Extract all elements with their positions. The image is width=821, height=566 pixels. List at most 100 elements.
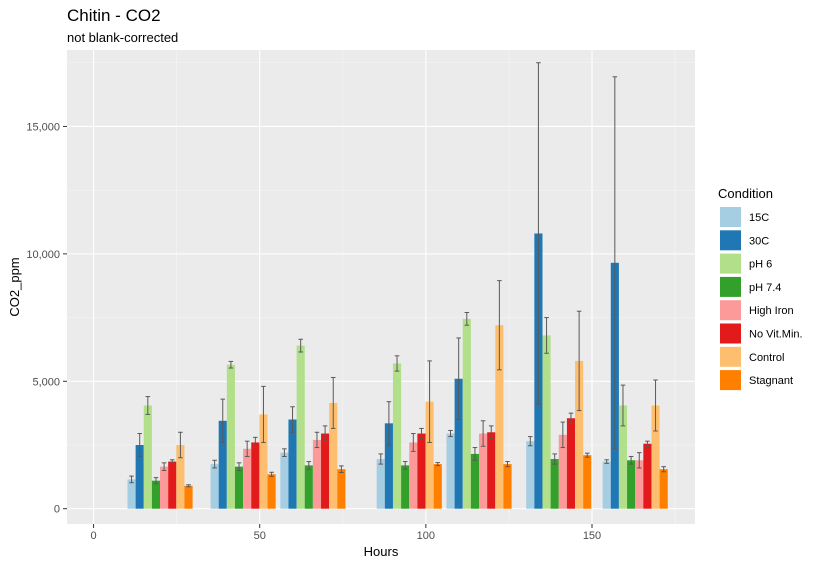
error-bar: [560, 421, 566, 449]
error-bar: [253, 436, 258, 449]
bar: [583, 455, 592, 509]
bar: [384, 423, 393, 509]
error-bar: [427, 360, 432, 443]
error-bar: [298, 338, 303, 353]
bar: [487, 432, 496, 509]
legend-key: [720, 230, 741, 251]
bar: [127, 479, 136, 509]
y-tick-label: 0: [54, 504, 60, 516]
error-bar: [322, 425, 328, 442]
error-bar: [435, 462, 441, 467]
error-bar: [552, 453, 557, 465]
error-bar: [386, 401, 392, 446]
bar: [542, 335, 551, 509]
legend-label: pH 6: [749, 259, 772, 271]
bar: [234, 466, 244, 509]
error-bar: [505, 461, 510, 468]
error-bar: [269, 471, 274, 477]
error-bar: [480, 420, 486, 447]
legend-label: Stagnant: [749, 375, 793, 387]
error-bar: [378, 453, 384, 465]
error-bar: [394, 355, 400, 372]
legend-key: [720, 253, 741, 274]
bar: [575, 360, 584, 509]
bar: [409, 442, 418, 509]
error-bar: [220, 398, 226, 443]
chart-title: Chitin - CO2: [67, 6, 161, 25]
x-tick-label: 0: [91, 530, 97, 542]
bar: [280, 452, 289, 509]
bar: [267, 474, 276, 509]
axis-ticks: 0 50 100 150 0 5,000 10,000 15,000: [26, 121, 601, 542]
bar: [635, 460, 644, 509]
bar: [643, 443, 652, 509]
error-bar: [464, 311, 470, 326]
error-bar: [145, 396, 151, 415]
error-bar: [261, 385, 266, 443]
bar: [627, 460, 636, 509]
bar: [259, 414, 268, 509]
error-bar: [584, 452, 590, 458]
plot-panel: [67, 50, 695, 524]
bar: [462, 318, 471, 509]
error-bar: [472, 447, 478, 461]
legend-key: [720, 300, 741, 321]
error-bar: [544, 317, 549, 354]
legend-key: [720, 276, 741, 297]
bar: [659, 469, 668, 509]
bar: [329, 402, 338, 509]
error-bar: [330, 376, 336, 429]
error-bar: [178, 431, 183, 459]
bar: [168, 461, 177, 509]
bar: [470, 453, 480, 509]
error-bar: [419, 427, 424, 440]
error-bar: [661, 466, 666, 473]
error-bar: [604, 459, 609, 464]
error-bar: [402, 461, 408, 470]
bar: [495, 325, 504, 509]
bar: [135, 445, 144, 509]
error-bar: [228, 360, 234, 369]
x-tick-label: 150: [583, 530, 601, 542]
bar: [433, 464, 442, 509]
bar: [251, 442, 260, 509]
bar: [312, 439, 322, 509]
bar: [651, 405, 660, 509]
legend-label: No Vit.Min.: [749, 329, 803, 341]
bar: [376, 459, 385, 509]
error-bar: [576, 310, 582, 412]
bar: [226, 364, 235, 509]
error-bar: [186, 484, 191, 488]
bar: [566, 418, 576, 509]
error-bar: [527, 436, 533, 447]
error-bar: [306, 461, 312, 470]
bar: [417, 433, 426, 509]
x-axis-title: Hours: [364, 544, 399, 559]
error-bar: [448, 429, 453, 438]
errorbars-layer: [129, 62, 666, 488]
y-tick-label: 5,000: [32, 376, 60, 388]
bar: [160, 466, 169, 509]
bar: [558, 434, 567, 509]
error-bar: [236, 462, 242, 471]
bar: [446, 433, 455, 509]
bar: [526, 441, 535, 509]
error-bar: [488, 425, 494, 440]
error-bar: [129, 475, 134, 484]
error-bar: [645, 440, 650, 447]
bar: [401, 465, 410, 509]
legend-key: [720, 346, 741, 367]
bar: [425, 401, 434, 509]
legend-key: [720, 370, 741, 391]
bar: [218, 420, 227, 509]
bar: [151, 480, 161, 509]
error-bar: [290, 406, 295, 433]
error-bar: [282, 448, 287, 457]
bar: [143, 405, 152, 509]
error-bar: [411, 433, 416, 452]
legend: Condition 15C 30C pH 6 pH 7.4 High Iron No Vi…: [718, 186, 803, 391]
error-bar: [628, 455, 634, 465]
bar: [176, 445, 185, 509]
bar: [184, 485, 193, 509]
